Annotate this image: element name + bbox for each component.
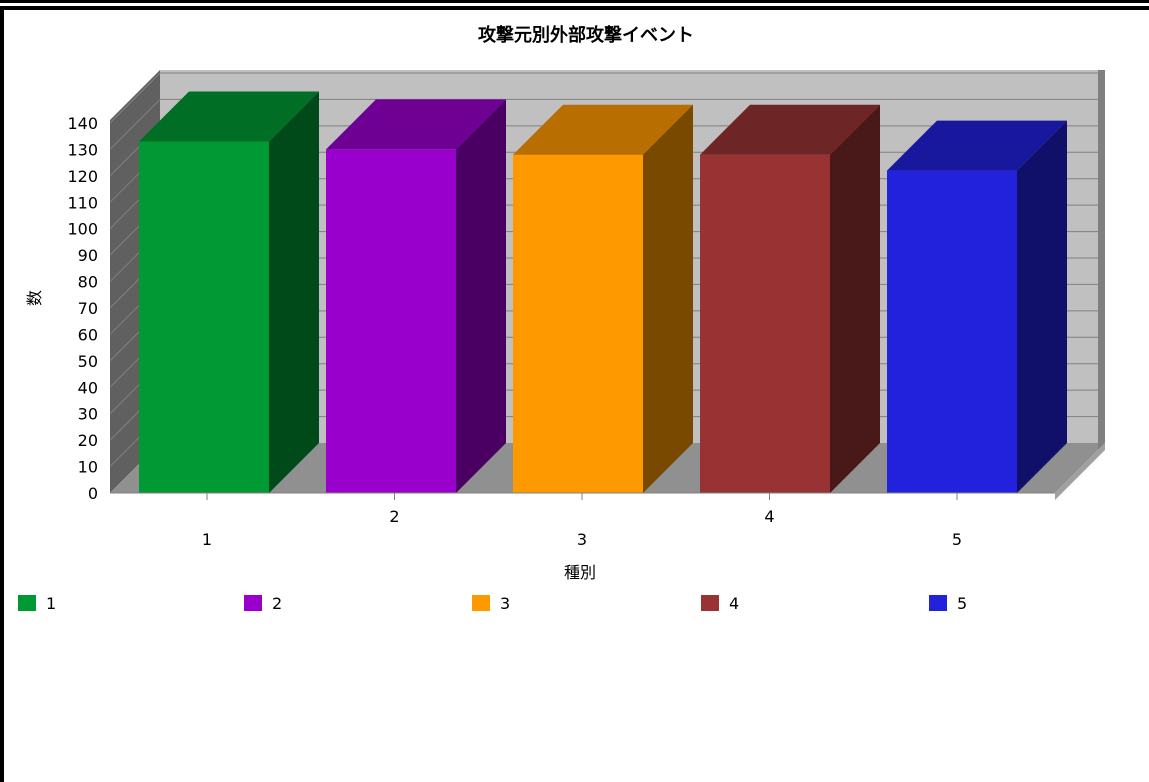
legend-swatch [929,595,947,611]
legend-swatch [701,595,719,611]
legend: 1 2 3 4 5 [0,594,1149,618]
x-axis-label: 種別 [564,563,596,582]
y-tick-label: 100 [67,220,98,239]
bar-front [887,170,1017,494]
bar-top [513,104,693,155]
y-tick-label: 90 [78,246,98,265]
bar-front [326,149,456,493]
bar-side [269,91,319,493]
y-tick-label: 30 [78,405,98,424]
gridline-side [109,72,161,124]
bar-side [643,104,693,493]
y-tick-label: 60 [78,325,98,344]
chart-title: 攻撃元別外部攻撃イベント [478,24,694,46]
bar-top [139,91,319,142]
x-tick-label: 1 [202,530,212,549]
floor-edge [1055,443,1105,500]
legend-swatch [18,595,36,611]
legend-swatch [244,595,262,611]
y-axis-ticks: 0 10 20 30 40 50 60 70 80 90 100 110 120 130 140 [67,114,98,503]
frame-top-border [0,0,1149,3]
bars [139,91,1067,494]
bar-top [326,99,506,150]
bar-top [700,104,880,155]
bar-side [1017,120,1067,494]
y-tick-label: 120 [67,167,98,186]
x-tick-label: 2 [389,507,399,526]
y-tick-label: 40 [78,378,98,397]
legend-label: 5 [957,594,968,613]
bar-front [700,154,830,493]
y-tick-label: 50 [78,352,98,371]
x-axis-ticks: 1 2 3 4 5 [110,492,1055,549]
bar-top [887,120,1067,171]
frame-left-border [0,6,4,782]
y-tick-label: 20 [78,431,98,450]
legend-swatch [472,595,490,611]
x-tick-label: 3 [577,530,587,549]
y-tick-label: 130 [67,140,98,159]
legend-label: 1 [46,594,57,613]
bar-front [139,141,269,493]
y-tick-label: 70 [78,299,98,318]
legend-label: 3 [500,594,511,613]
legend-label: 4 [729,594,740,613]
bar-chart: 攻撃元別外部攻撃イベント 010203040506070809010011012… [25,24,1105,582]
y-tick-label: 140 [67,114,98,133]
gridline-side [109,99,161,150]
y-tick-label: 0 [88,484,98,503]
y-tick-label: 110 [67,193,98,212]
y-axis-label: 数 [25,290,44,306]
x-tick-label: 5 [952,530,962,549]
y-tick-label: 80 [78,273,98,292]
legend-label: 2 [272,594,283,613]
y-tick-label: 10 [78,458,98,477]
bar-front [513,154,643,493]
bar-side [456,99,506,493]
back-wall-edge [1098,70,1105,450]
frame-top-border-inner [0,6,1149,10]
x-tick-label: 4 [764,507,774,526]
bar-side [830,104,880,493]
